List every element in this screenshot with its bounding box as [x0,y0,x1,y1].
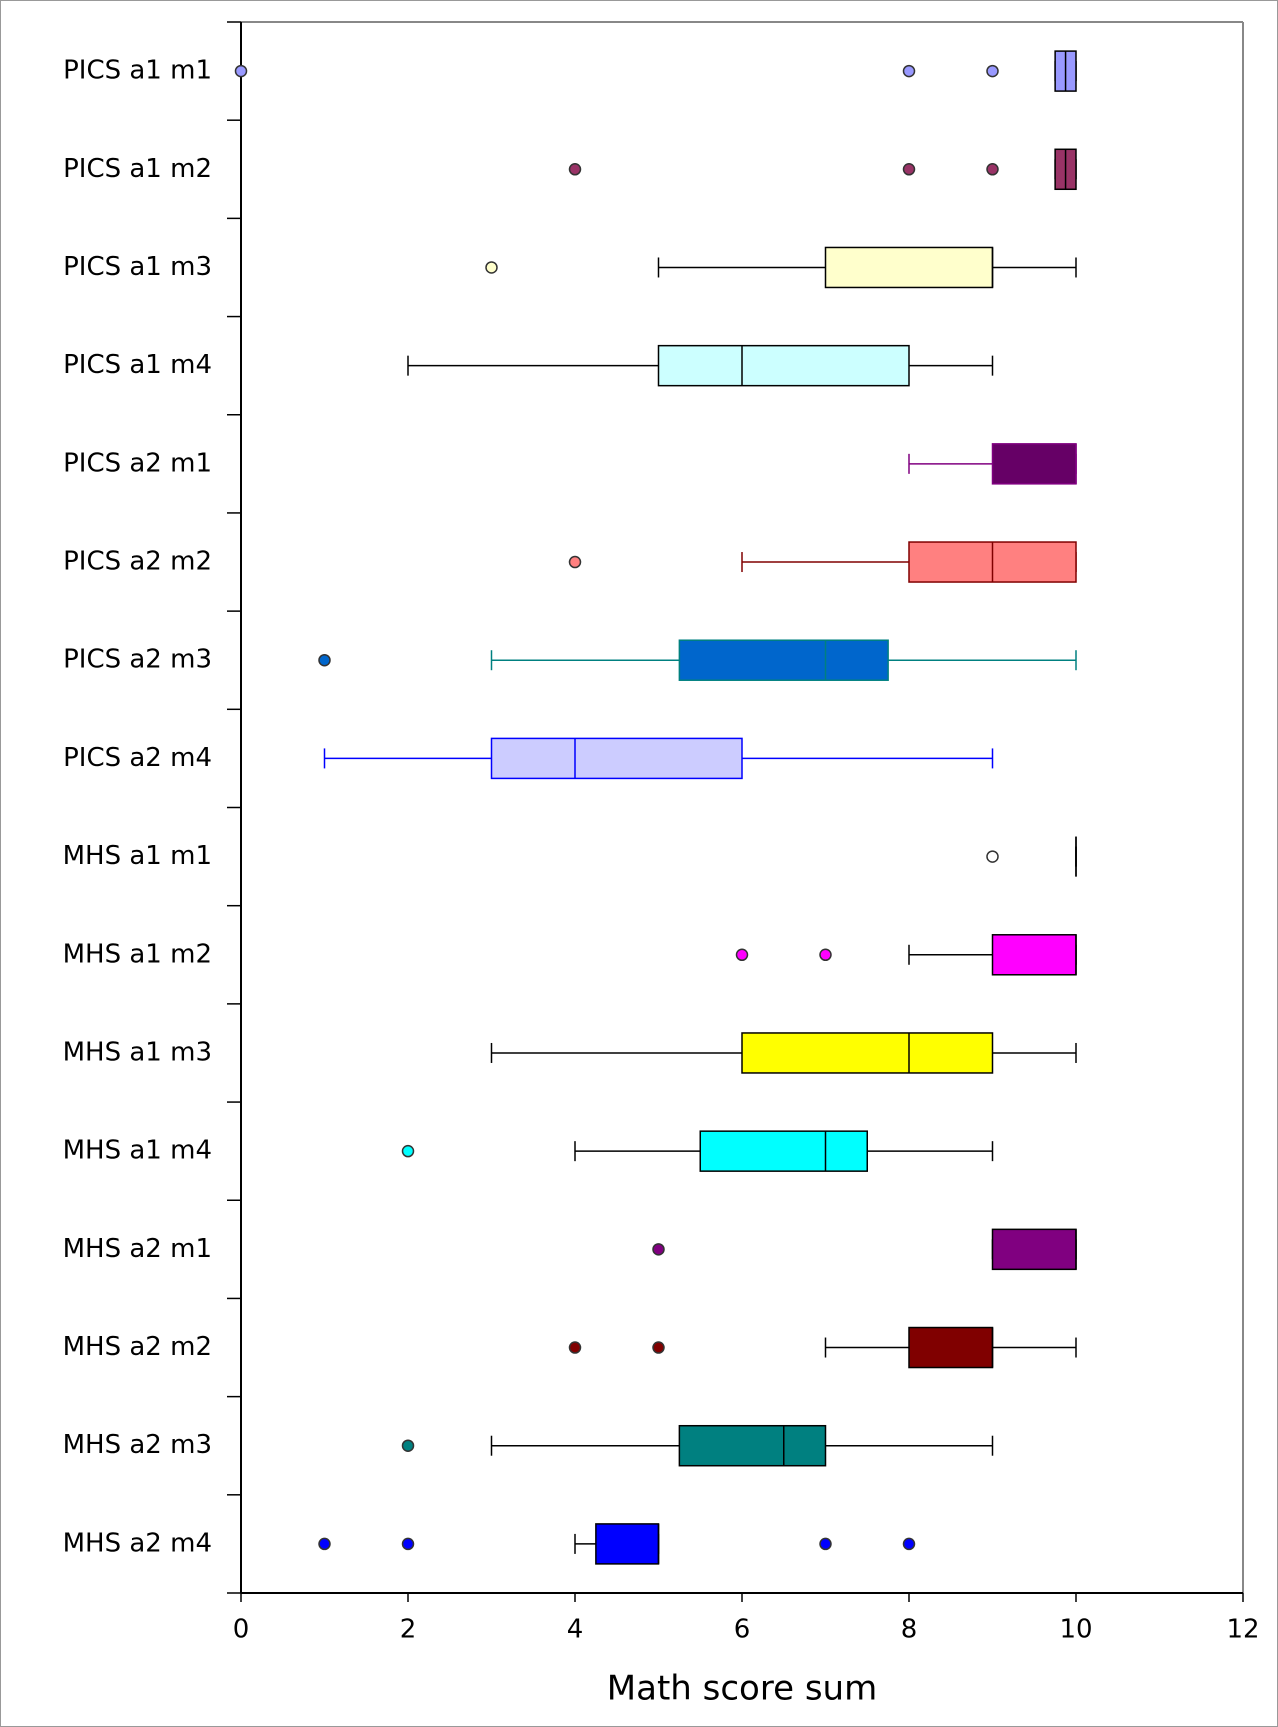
y-tick-label: PICS a1 m3 [63,252,212,282]
y-tick-label: MHS a1 m3 [63,1037,212,1067]
outlier [986,163,999,176]
outlier [902,1537,916,1551]
box [490,737,743,780]
box [741,1032,994,1074]
outlier [568,163,582,176]
box [678,639,889,681]
outlier [485,261,498,274]
outlier [986,64,999,78]
y-tick-label: PICS a1 m4 [63,350,212,380]
box [678,1424,827,1467]
outlier [318,1537,331,1551]
box [595,1523,660,1565]
outlier [401,1439,415,1452]
y-tick-label: PICS a2 m4 [63,743,212,773]
y-tick-label: PICS a1 m2 [63,154,212,184]
outlier [902,163,916,176]
y-tick-label: PICS a2 m1 [63,448,212,478]
x-tick-label: 6 [734,1615,751,1645]
outlier [234,64,248,78]
outlier [819,1537,832,1551]
outlier [819,948,832,962]
x-tick-label: 0 [233,1615,250,1645]
box [657,344,910,387]
y-tick-label: MHS a2 m1 [63,1234,212,1264]
outlier [401,1144,415,1158]
outlier [568,555,582,569]
x-tick-label: 12 [1226,1615,1259,1645]
y-tick-label: MHS a1 m2 [63,939,212,969]
outlier [401,1537,415,1551]
x-tick-label: 8 [901,1615,918,1645]
x-tick-label: 2 [400,1615,417,1645]
outlier [986,850,999,863]
x-tick-label: 4 [567,1615,584,1645]
y-tick-label: MHS a2 m4 [63,1528,212,1558]
y-tick-label: PICS a2 m2 [63,547,212,577]
y-tick-label: MHS a1 m1 [63,841,212,871]
outlier [902,64,916,78]
box [908,1326,994,1369]
y-tick-label: MHS a2 m3 [63,1430,212,1460]
y-tick-label: PICS a2 m3 [63,645,212,675]
y-tick-label: MHS a2 m2 [63,1332,212,1362]
box [699,1130,868,1172]
outlier [318,653,331,667]
y-tick-label: PICS a1 m1 [63,56,212,86]
x-axis-label: Math score sum [607,1669,877,1709]
y-tick-label: MHS a1 m4 [63,1136,212,1166]
outlier [735,948,749,962]
box [824,246,994,289]
outlier [652,1243,665,1256]
outlier [568,1341,582,1354]
outlier [652,1341,665,1354]
x-tick-label: 10 [1059,1615,1092,1645]
box [991,443,1077,485]
box [991,934,1077,976]
box [991,1228,1077,1271]
